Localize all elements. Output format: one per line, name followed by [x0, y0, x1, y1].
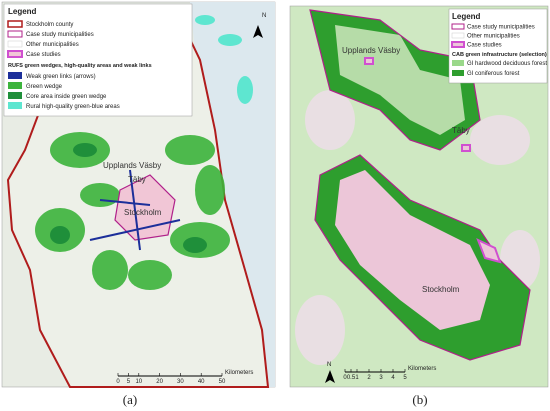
scale-label: 0 [116, 379, 120, 385]
legend-box [3, 3, 193, 117]
scale-unit: Kilometers [408, 366, 436, 372]
case-study [364, 57, 374, 65]
legend-item: Other municipalities [26, 42, 79, 48]
case-study [476, 238, 502, 264]
legend-item: Core area inside green wedge [26, 94, 107, 100]
swatch [8, 72, 22, 79]
swatch [451, 41, 465, 48]
swatch [451, 32, 465, 39]
legend-title: Legend [452, 12, 481, 21]
swatch [7, 50, 23, 58]
case-study [461, 144, 471, 152]
scale-label: 10 [135, 379, 142, 385]
north-arrow [325, 370, 335, 383]
scale-label: 2 [367, 375, 371, 381]
municipality-boundary [309, 9, 531, 361]
scale-label: 5 [127, 379, 131, 385]
legend-item: Stockholm county [26, 22, 73, 28]
legend-item: Case study municipalities [26, 32, 94, 38]
swatch [452, 70, 464, 76]
north-label: N [262, 13, 266, 19]
scale-label: 5 [403, 375, 407, 381]
scale-label: 0 [343, 375, 347, 381]
urban-core [335, 170, 490, 330]
rural-areas [195, 15, 253, 104]
scale-label: 3 [379, 375, 383, 381]
legend-item: GI coniferous forest [467, 71, 520, 77]
scale-label: 40 [198, 379, 205, 385]
legend-item: Green wedge [26, 84, 63, 90]
scale-label: 4 [391, 375, 395, 381]
north-arrow [253, 25, 263, 38]
swatch [451, 23, 465, 30]
swatch [8, 102, 22, 109]
caption: (a) [123, 392, 137, 407]
place-label: Stockholm [124, 208, 162, 217]
legend-item: Other municipalities [467, 34, 520, 40]
core-areas [50, 143, 207, 253]
map-b [289, 5, 549, 388]
legend-item: Case studies [467, 43, 502, 49]
north-label: N [327, 362, 331, 368]
legend-section: RUFS green wedges, high-quality areas an… [8, 63, 152, 69]
place-label: Upplands Väsby [103, 161, 161, 170]
weak-links [89, 169, 181, 251]
legend-title: Legend [8, 7, 37, 16]
legend-section: CAB green infrastructure (selection) [452, 52, 547, 58]
legend-item: GI hardwood deciduous forest [467, 61, 547, 67]
swatch [8, 92, 22, 99]
swatch [7, 40, 23, 48]
legend-item: Case studies [26, 52, 61, 58]
swatch [8, 82, 22, 89]
scale-label: 20 [156, 379, 163, 385]
swatch [7, 30, 23, 38]
scale-label: 0.5 [347, 375, 356, 381]
swatch [452, 60, 464, 66]
urban-areas [295, 90, 540, 365]
legend-box [448, 8, 548, 84]
legend-a: Legend Stockholm county Case study munic… [3, 3, 193, 117]
place-label: Täby [452, 126, 470, 135]
place-label: Täby [128, 175, 146, 184]
sea [190, 2, 275, 387]
place-label: Stockholm [422, 285, 460, 294]
legend-item: Rural high-quality green-blue areas [26, 104, 120, 110]
legend-b: Legend Case study municipalities Other m… [448, 8, 548, 84]
swatch [7, 20, 23, 28]
scale-label: 30 [177, 379, 184, 385]
caption: (b) [412, 392, 427, 407]
place-label: Upplands Väsby [342, 46, 400, 55]
scale-label: 50 [219, 379, 226, 385]
inner-area [335, 25, 465, 135]
scale-label: 1 [355, 375, 359, 381]
scale-unit: Kilometers [225, 370, 253, 376]
legend-item: Weak green links (arrows) [26, 74, 96, 80]
legend-item: Case study municipalities [467, 25, 535, 31]
